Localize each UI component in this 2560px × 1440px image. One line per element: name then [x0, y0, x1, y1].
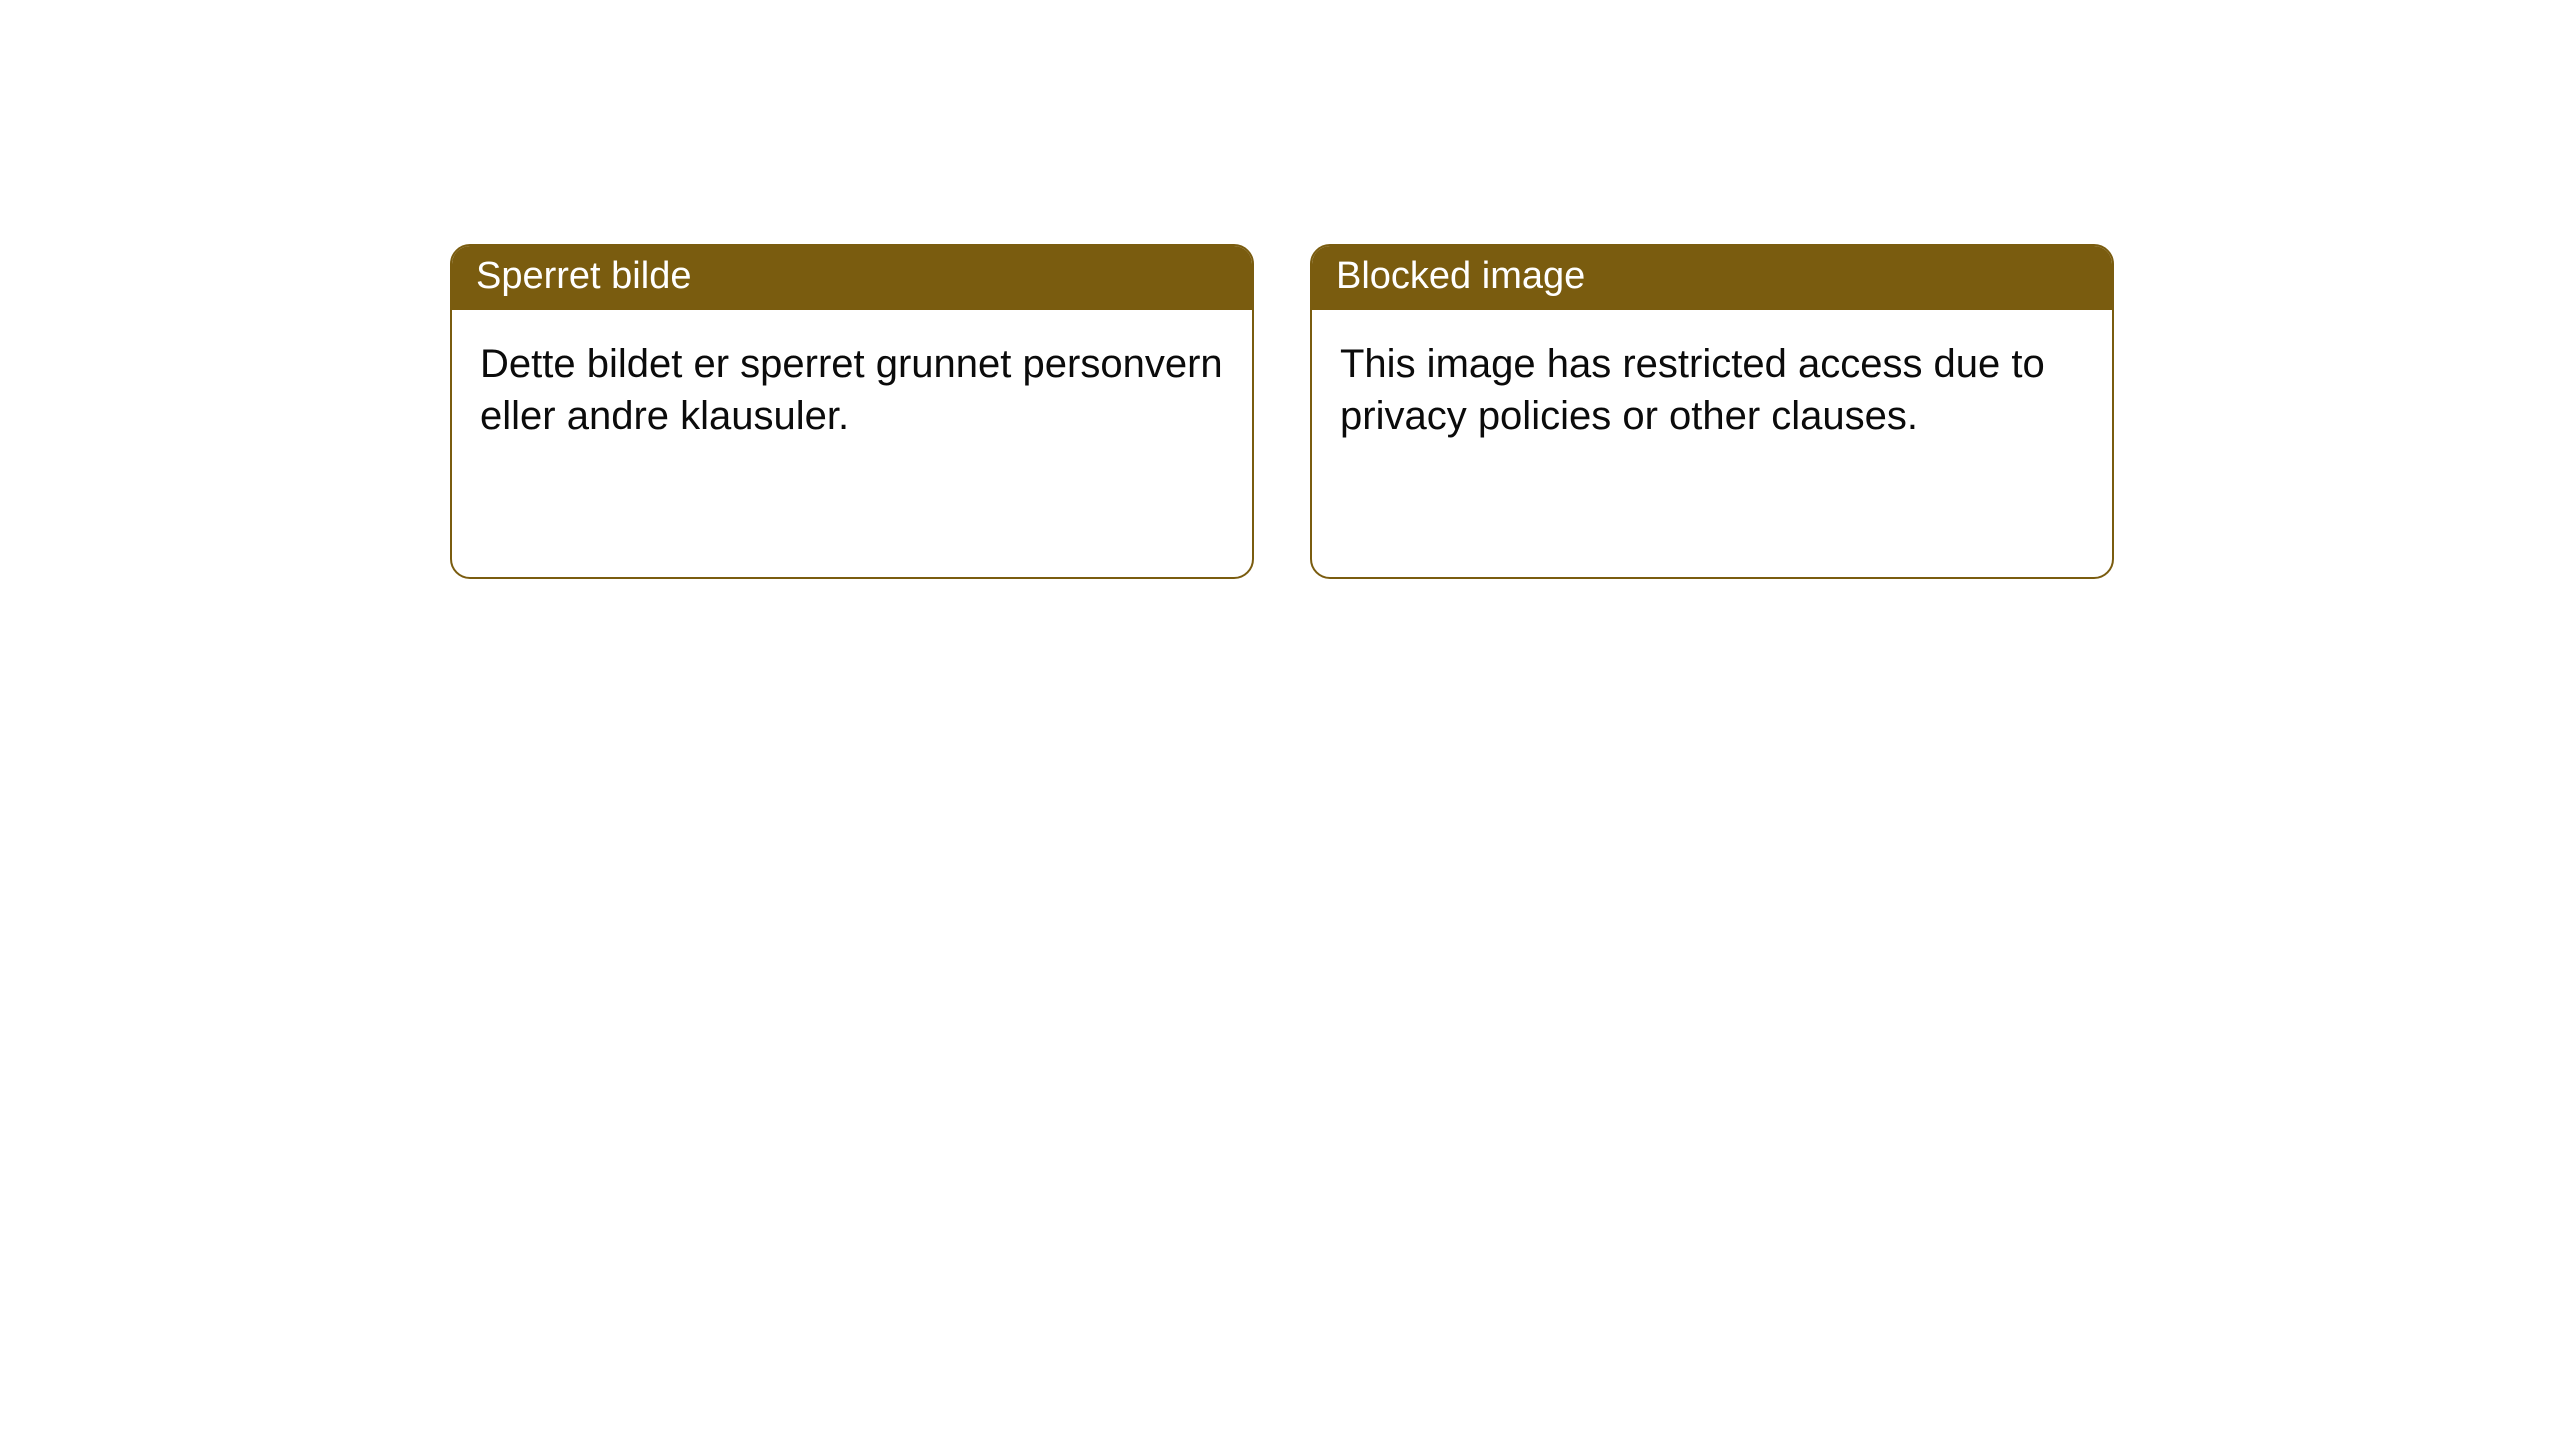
notice-container: Sperret bilde Dette bildet er sperret gr… [0, 0, 2560, 579]
notice-title-en: Blocked image [1312, 246, 2112, 310]
notice-card-no: Sperret bilde Dette bildet er sperret gr… [450, 244, 1254, 579]
notice-body-no: Dette bildet er sperret grunnet personve… [452, 310, 1252, 472]
notice-card-en: Blocked image This image has restricted … [1310, 244, 2114, 579]
notice-title-no: Sperret bilde [452, 246, 1252, 310]
notice-body-en: This image has restricted access due to … [1312, 310, 2112, 472]
